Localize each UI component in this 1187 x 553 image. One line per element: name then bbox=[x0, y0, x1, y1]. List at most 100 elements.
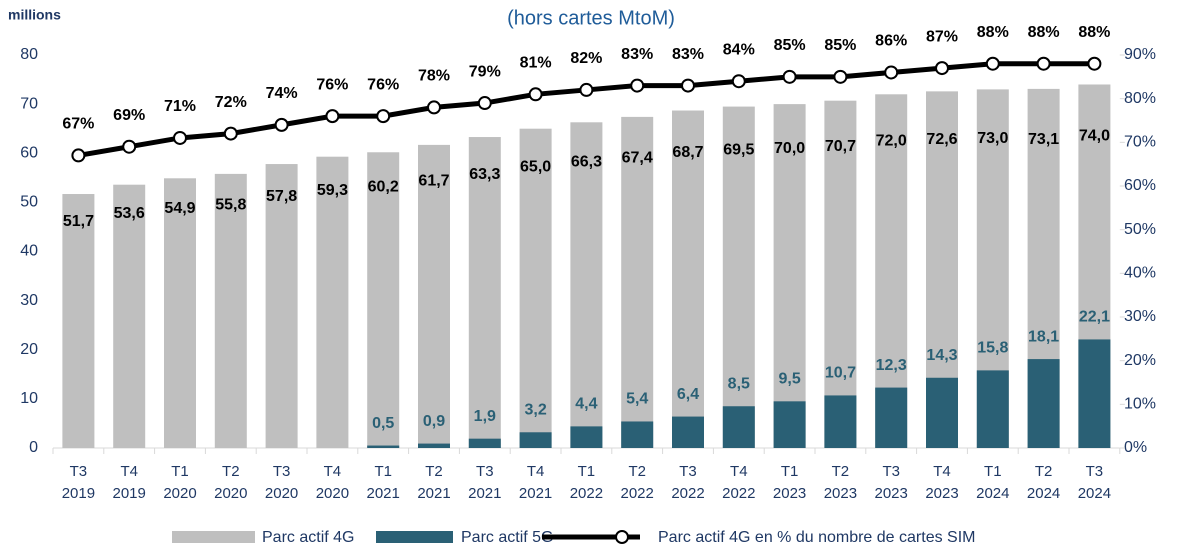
y2-tick-label: 70% bbox=[1124, 134, 1156, 151]
bar bbox=[1078, 339, 1111, 448]
marker bbox=[223, 126, 238, 141]
y-tick-label: 0 bbox=[29, 439, 38, 456]
y2-tick-label: 40% bbox=[1124, 265, 1156, 282]
data-label: 6,4 bbox=[677, 386, 699, 403]
x-tick-label: T2 bbox=[1035, 463, 1053, 480]
bar bbox=[570, 122, 603, 449]
data-label: 78% bbox=[418, 68, 450, 85]
marker bbox=[681, 78, 695, 93]
x-tick-label: T1 bbox=[984, 463, 1002, 480]
y-tick-label: 50 bbox=[20, 194, 38, 211]
data-label: 68,7 bbox=[672, 144, 703, 161]
bar bbox=[519, 432, 552, 448]
data-label: 81% bbox=[520, 55, 552, 72]
data-label: 4,4 bbox=[575, 396, 597, 413]
data-label: 53,6 bbox=[114, 205, 145, 222]
data-label: 8,5 bbox=[728, 375, 750, 392]
y2-tick-label: 30% bbox=[1124, 308, 1156, 325]
bar bbox=[621, 421, 654, 448]
bar bbox=[316, 156, 349, 448]
data-label: 67% bbox=[62, 116, 94, 133]
data-label: 69% bbox=[113, 107, 145, 124]
marker bbox=[782, 69, 797, 84]
legend-swatch bbox=[172, 531, 255, 543]
marker bbox=[376, 109, 391, 124]
y-axis-label: millions bbox=[8, 7, 61, 23]
x-tick-label: 2023 bbox=[824, 485, 857, 502]
x-tick-label: 2023 bbox=[875, 485, 908, 502]
chart-title: (hors cartes MtoM) bbox=[507, 7, 675, 29]
data-label: 88% bbox=[1028, 24, 1060, 41]
bar bbox=[722, 406, 755, 448]
x-tick-label: T3 bbox=[679, 463, 697, 480]
data-label: 14,3 bbox=[926, 347, 957, 364]
y-tick-label: 60 bbox=[20, 144, 38, 161]
marker bbox=[122, 139, 137, 154]
bar bbox=[214, 173, 247, 448]
x-tick-label: T3 bbox=[476, 463, 494, 480]
x-tick-label: T2 bbox=[425, 463, 443, 480]
bar bbox=[113, 184, 146, 448]
data-label: 71% bbox=[164, 98, 196, 115]
x-tick-label: 2019 bbox=[62, 485, 95, 502]
marker bbox=[173, 130, 187, 145]
y-tick-label: 70 bbox=[20, 95, 38, 112]
x-tick-label: 2020 bbox=[214, 485, 247, 502]
x-tick-label: T4 bbox=[120, 463, 138, 480]
data-label: 70,0 bbox=[774, 140, 805, 157]
bar bbox=[62, 194, 95, 448]
marker bbox=[528, 87, 543, 102]
data-label: 76% bbox=[367, 76, 399, 93]
bar bbox=[672, 110, 704, 448]
bar bbox=[418, 144, 450, 448]
x-tick-label: T2 bbox=[832, 463, 850, 480]
data-label: 84% bbox=[723, 41, 755, 58]
data-label: 82% bbox=[570, 50, 602, 67]
marker bbox=[630, 78, 645, 93]
marker bbox=[274, 117, 289, 132]
bar bbox=[468, 438, 501, 448]
data-label: 83% bbox=[621, 46, 653, 63]
x-tick-label: T4 bbox=[730, 463, 748, 480]
y2-tick-label: 10% bbox=[1124, 396, 1156, 413]
bar bbox=[265, 164, 298, 448]
data-label: 22,1 bbox=[1079, 309, 1110, 326]
data-label: 60,2 bbox=[368, 179, 399, 196]
x-tick-label: 2024 bbox=[976, 485, 1009, 502]
y-tick-label: 80 bbox=[20, 46, 38, 63]
x-tick-label: 2022 bbox=[722, 485, 755, 502]
data-label: 54,9 bbox=[164, 200, 195, 217]
x-tick-label: 2024 bbox=[1078, 485, 1111, 502]
data-label: 10,7 bbox=[825, 365, 856, 382]
data-label: 63,3 bbox=[469, 166, 500, 183]
marker bbox=[935, 61, 949, 76]
data-label: 72% bbox=[215, 94, 247, 111]
y-tick-label: 10 bbox=[20, 390, 38, 407]
x-tick-label: 2022 bbox=[621, 485, 654, 502]
x-tick-label: 2019 bbox=[113, 485, 146, 502]
bar bbox=[976, 370, 1009, 448]
data-label: 72,6 bbox=[926, 131, 957, 148]
data-label: 85% bbox=[824, 37, 856, 54]
x-tick-label: T3 bbox=[70, 463, 88, 480]
data-label: 18,1 bbox=[1028, 328, 1059, 345]
bar bbox=[926, 377, 958, 448]
x-tick-label: T1 bbox=[578, 463, 596, 480]
bar bbox=[672, 416, 704, 448]
data-label: 76% bbox=[316, 76, 348, 93]
marker bbox=[985, 56, 1000, 71]
data-label: 88% bbox=[977, 24, 1009, 41]
x-tick-label: 2024 bbox=[1027, 485, 1060, 502]
legend-label: Parc actif 5G bbox=[461, 529, 553, 546]
bar bbox=[468, 137, 501, 448]
data-label: 73,1 bbox=[1028, 131, 1059, 148]
bar bbox=[367, 445, 400, 448]
bar bbox=[773, 401, 806, 448]
data-label: 15,8 bbox=[977, 340, 1008, 357]
x-tick-label: 2020 bbox=[316, 485, 349, 502]
x-tick-label: T4 bbox=[324, 463, 342, 480]
marker bbox=[579, 82, 594, 97]
legend-swatch bbox=[376, 531, 453, 543]
data-label: 83% bbox=[672, 46, 704, 63]
data-label: 79% bbox=[469, 63, 501, 80]
